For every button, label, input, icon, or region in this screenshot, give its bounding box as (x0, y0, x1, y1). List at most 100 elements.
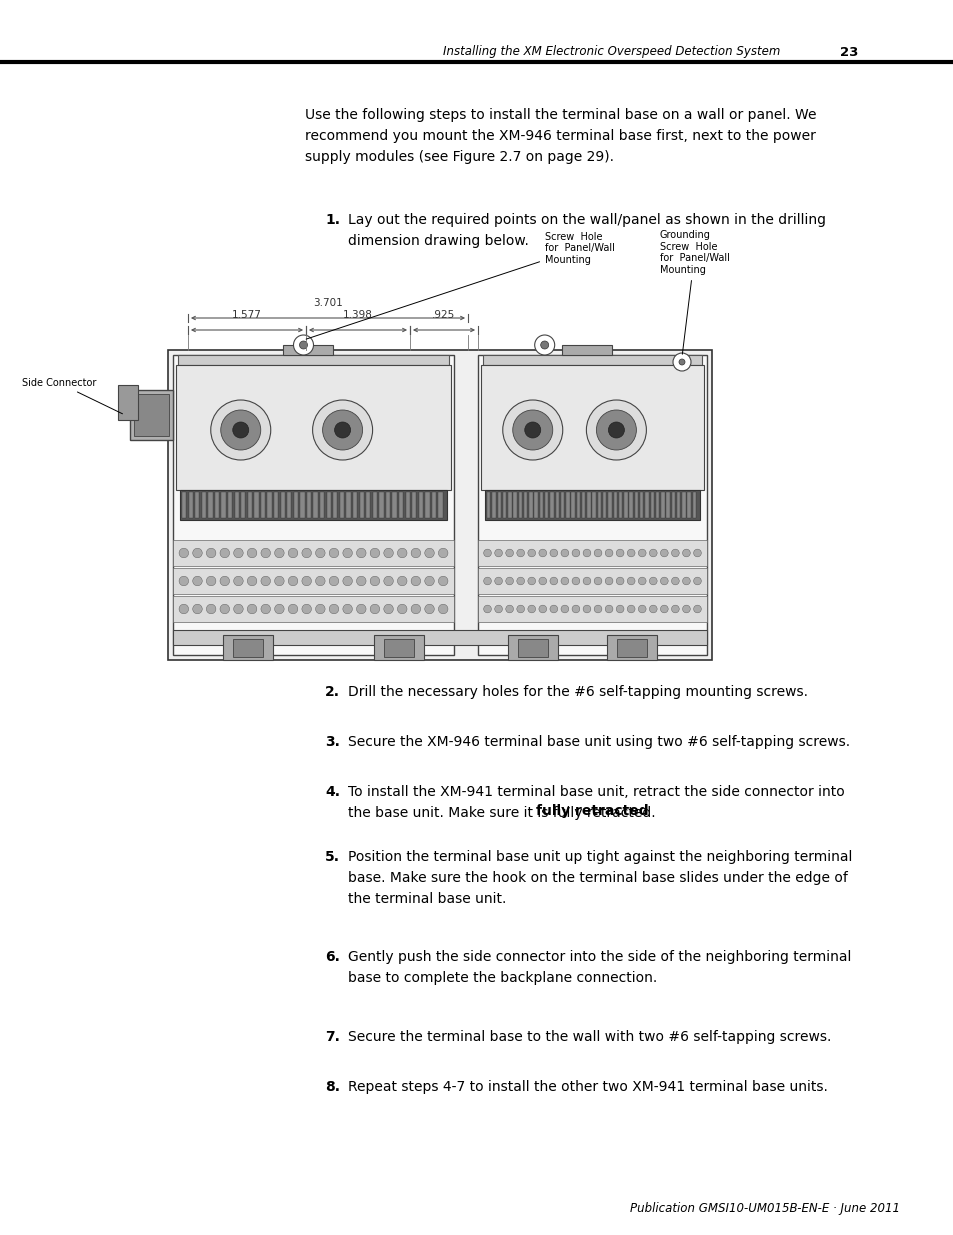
Bar (339, 492, 344, 517)
Bar (687, 492, 690, 517)
Text: Repeat steps 4-7 to install the other two XM-941 terminal base units.: Repeat steps 4-7 to install the other tw… (348, 1079, 827, 1094)
Bar (248, 492, 252, 517)
Circle shape (220, 548, 230, 558)
Circle shape (594, 550, 601, 557)
Circle shape (681, 577, 690, 585)
Bar (508, 492, 511, 517)
Circle shape (659, 605, 667, 613)
Text: 3.: 3. (325, 735, 339, 748)
Text: 1.577: 1.577 (232, 310, 262, 320)
Bar (438, 492, 442, 517)
Text: Side Connector: Side Connector (22, 378, 122, 414)
Circle shape (247, 577, 256, 585)
Bar (550, 492, 553, 517)
Bar (613, 492, 617, 517)
Circle shape (659, 550, 667, 557)
Text: 4.: 4. (325, 785, 339, 799)
Circle shape (616, 605, 623, 613)
Circle shape (659, 577, 667, 585)
Text: Secure the terminal base to the wall with two #6 self-tapping screws.: Secure the terminal base to the wall wit… (348, 1030, 830, 1044)
Bar (228, 492, 232, 517)
Text: Screw  Hole
for  Panel/Wall
Mounting: Screw Hole for Panel/Wall Mounting (306, 232, 615, 340)
Bar (529, 492, 532, 517)
Circle shape (397, 548, 407, 558)
Circle shape (693, 605, 700, 613)
Circle shape (274, 604, 284, 614)
Circle shape (370, 577, 379, 585)
Bar (172, 597, 454, 622)
Circle shape (534, 335, 554, 354)
Circle shape (560, 550, 568, 557)
Circle shape (220, 577, 230, 585)
Circle shape (233, 577, 243, 585)
Bar (359, 492, 363, 517)
Circle shape (671, 577, 679, 585)
Circle shape (261, 604, 271, 614)
Bar (260, 492, 265, 517)
Circle shape (438, 577, 448, 585)
Bar (172, 568, 454, 594)
Circle shape (233, 422, 249, 438)
Circle shape (649, 550, 657, 557)
Circle shape (370, 548, 379, 558)
Text: Use the following steps to install the terminal base on a wall or panel. We
reco: Use the following steps to install the t… (305, 107, 816, 164)
Bar (180, 490, 447, 520)
Circle shape (261, 577, 271, 585)
Circle shape (572, 550, 579, 557)
Circle shape (301, 548, 311, 558)
Text: 5.: 5. (325, 850, 339, 864)
Bar (655, 492, 659, 517)
Bar (618, 492, 621, 517)
Circle shape (627, 550, 635, 557)
Circle shape (288, 548, 297, 558)
Bar (195, 492, 199, 517)
Circle shape (193, 577, 202, 585)
Circle shape (315, 577, 325, 585)
Circle shape (505, 577, 513, 585)
Bar (617, 638, 646, 657)
Circle shape (301, 577, 311, 585)
Bar (373, 492, 376, 517)
Bar (418, 492, 422, 517)
Circle shape (596, 410, 636, 450)
Circle shape (301, 604, 311, 614)
Bar (280, 492, 285, 517)
Circle shape (261, 548, 271, 558)
Circle shape (193, 548, 202, 558)
Text: 7.: 7. (325, 1030, 339, 1044)
Circle shape (672, 353, 690, 370)
Bar (634, 492, 638, 517)
Bar (665, 492, 669, 517)
Circle shape (572, 605, 579, 613)
Bar (560, 492, 563, 517)
Bar (326, 492, 331, 517)
Bar (517, 638, 547, 657)
Bar (168, 350, 711, 659)
Bar (539, 492, 542, 517)
Circle shape (594, 605, 601, 613)
Bar (629, 492, 632, 517)
Bar (208, 492, 213, 517)
Bar (598, 492, 600, 517)
Circle shape (288, 604, 297, 614)
Bar (221, 492, 226, 517)
Circle shape (356, 548, 366, 558)
Bar (602, 492, 606, 517)
Bar (555, 492, 558, 517)
Bar (565, 492, 569, 517)
Circle shape (693, 550, 700, 557)
Circle shape (315, 604, 325, 614)
Circle shape (649, 577, 657, 585)
Text: Lay out the required points on the wall/panel as shown in the drilling
dimension: Lay out the required points on the wall/… (348, 212, 825, 248)
Bar (484, 490, 700, 520)
Circle shape (693, 577, 700, 585)
Circle shape (335, 422, 351, 438)
Bar (425, 492, 429, 517)
Bar (513, 492, 517, 517)
Bar (477, 540, 706, 566)
Bar (241, 492, 245, 517)
Circle shape (594, 577, 601, 585)
Bar (692, 492, 696, 517)
Circle shape (299, 341, 307, 350)
Bar (233, 638, 263, 657)
